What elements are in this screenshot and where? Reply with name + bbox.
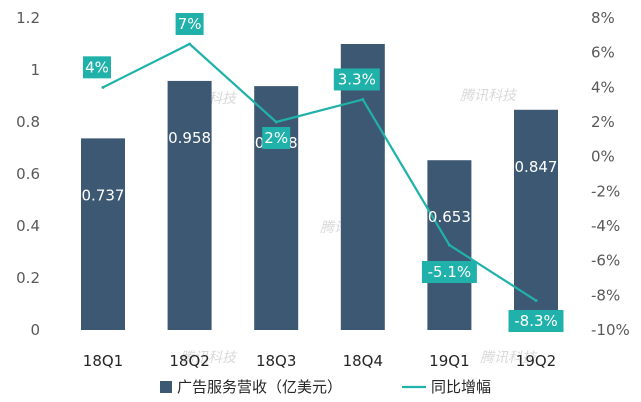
right-tick-2: -2% [591, 182, 620, 200]
legend-item-line: 同比增幅 [402, 378, 491, 396]
line-point-18q2 [188, 42, 192, 46]
bar-18q3 [254, 86, 299, 331]
x-tick-19q2: 19Q2 [516, 352, 556, 370]
left-tick-0-6: 0.6 [16, 165, 40, 183]
bar-label-19q2: 0.847 [515, 158, 558, 176]
legend-swatch-bar [160, 381, 172, 393]
watermark-text: 腾讯科技 [460, 88, 518, 104]
line-label-text: -5.1% [428, 263, 472, 281]
line-label-text: 3.3% [338, 70, 376, 88]
left-tick-0-2: 0.2 [16, 269, 40, 287]
line-label-18q1: 4% [83, 56, 111, 79]
line-label-text: 7% [178, 15, 202, 33]
right-tick-4: 4% [591, 78, 615, 96]
left-tick-0: 0 [30, 321, 40, 339]
left-tick-0-4: 0.4 [16, 217, 40, 235]
line-point-18q1 [101, 85, 105, 89]
line-label-18q2: 7% [175, 13, 204, 35]
legend-item-bar: 广告服务营收（亿美元） [160, 378, 342, 396]
right-tick-4: -4% [591, 217, 620, 235]
line-series [101, 42, 538, 303]
bar-18q4 [340, 44, 385, 330]
right-tick-2: 2% [591, 113, 615, 131]
line-label-box [333, 68, 380, 91]
line-path [102, 42, 537, 302]
bar-18q2 [167, 80, 212, 330]
line-label-19q2: -8.3% [508, 310, 564, 332]
line-point-19q1 [447, 243, 451, 247]
left-tick-0-8: 0.8 [16, 113, 40, 131]
bar-label-18q2: 0.958 [168, 129, 211, 147]
right-tick-0: 0% [591, 148, 615, 166]
bar-label-19q1: 0.653 [428, 208, 471, 226]
legend-label-bar: 广告服务营收（亿美元） [177, 378, 342, 396]
right-tick-8: -8% [591, 286, 620, 304]
line-label-text: 2% [264, 129, 288, 147]
line-labels: 4% 7% 2% 3.3% -5.1% -8.3% [83, 13, 564, 332]
legend-label-line: 同比增幅 [431, 378, 491, 396]
bar-18q1 [81, 138, 125, 330]
legend: 广告服务营收（亿美元） 同比增幅 [160, 378, 491, 396]
line-label-box [421, 261, 477, 283]
right-tick-10: -10% [591, 321, 630, 339]
line-label-18q4: 3.3% [333, 68, 380, 91]
line-point-18q3 [274, 120, 278, 124]
bar-label-18q1: 0.737 [82, 186, 125, 204]
right-tick-8: 8% [591, 9, 615, 27]
line-label-19q1: -5.1% [421, 261, 477, 283]
left-tick-1: 1 [30, 61, 40, 79]
bar-19q2 [514, 109, 558, 330]
line-label-box [262, 127, 291, 149]
left-tick-1-2: 1.2 [16, 9, 40, 27]
right-tick-6: 6% [591, 44, 615, 62]
x-tick-19q1: 19Q1 [429, 352, 469, 370]
watermark-text: 腾讯科技 [480, 350, 538, 366]
line-label-text: 4% [85, 58, 109, 76]
line-point-19q2 [534, 299, 538, 303]
right-tick-6: -6% [591, 252, 620, 270]
line-label-box [83, 56, 111, 79]
line-point-18q4 [361, 97, 365, 101]
right-axis: 8% 6% 4% 2% 0% -2% -4% -6% -8% -10% [591, 9, 630, 339]
x-tick-18q1: 18Q1 [83, 352, 123, 370]
line-label-text: -8.3% [514, 312, 558, 330]
left-axis: 0 0.2 0.4 0.6 0.8 1 1.2 [16, 9, 40, 339]
x-tick-18q4: 18Q4 [343, 352, 383, 370]
x-tick-18q3: 18Q3 [256, 352, 296, 370]
x-axis: 18Q1 18Q2 18Q3 18Q4 19Q1 19Q2 [83, 352, 556, 370]
watermark-text: 腾讯科技 [180, 350, 238, 366]
line-label-18q3: 2% [262, 127, 291, 149]
bar-series [81, 44, 558, 331]
line-label-box [175, 13, 204, 35]
x-tick-18q2: 18Q2 [169, 352, 209, 370]
line-label-box [508, 310, 564, 332]
